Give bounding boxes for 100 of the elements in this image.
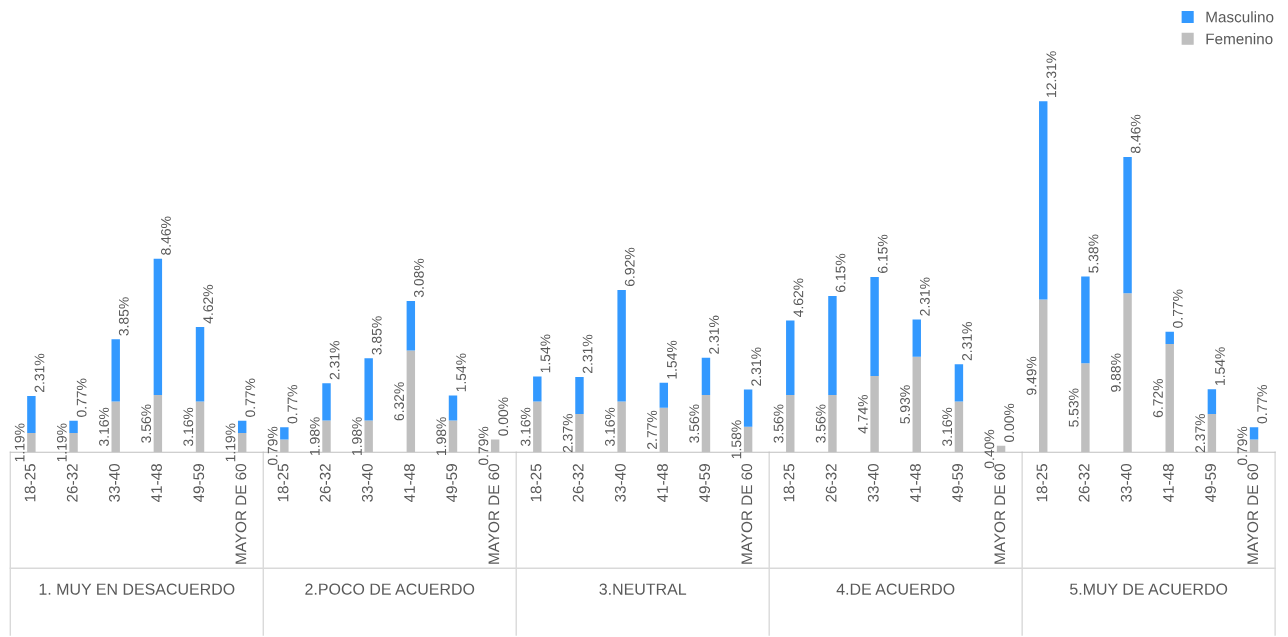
data-label: 2.31% — [709, 315, 719, 354]
text: 1. MUY EN DESACUERDO — [39, 583, 235, 595]
data-label: 4.62% — [793, 278, 804, 317]
data-label: 3.85% — [118, 297, 129, 336]
data-label: 4.62% — [203, 284, 214, 324]
bar — [912, 319, 921, 357]
data-label: 1.58% — [731, 420, 742, 459]
x-tick-label: 33-40 — [614, 463, 626, 502]
data-label: 2.37% — [1195, 413, 1206, 453]
bar — [743, 389, 753, 427]
x-tick-label: MAYOR DE 60 — [741, 463, 753, 564]
bar — [27, 395, 36, 434]
x-tick-label: 49-59 — [193, 464, 205, 503]
data-label: 0.79% — [478, 426, 489, 466]
x-tick-label: MAYOR DE 60 — [994, 463, 1006, 564]
data-label: 0.79% — [267, 426, 278, 466]
data-label: 0.77% — [76, 378, 87, 417]
x-tick-label: 49-59 — [952, 464, 964, 503]
bar — [1249, 427, 1259, 440]
legend-label: Masculino — [1206, 11, 1274, 23]
data-label: 1.54% — [1215, 347, 1225, 386]
data-label: 9.49% — [1026, 356, 1037, 395]
x-tick-label: 18-25 — [783, 464, 795, 502]
text: 4.DE ACUERDO — [836, 583, 955, 595]
bar — [954, 364, 964, 402]
bar — [364, 358, 373, 421]
bar — [870, 276, 879, 376]
x-tick-label: 18-25 — [277, 464, 289, 502]
data-label: 3.16% — [183, 407, 194, 446]
x-tick-label: 41-48 — [151, 464, 162, 503]
bar — [69, 420, 78, 434]
bar — [448, 395, 458, 421]
bar — [1039, 101, 1048, 300]
data-label: 3.56% — [141, 404, 152, 443]
x-tick-label: 26-32 — [825, 464, 837, 502]
data-label: 1.98% — [352, 417, 362, 455]
x-tick-label: 18-25 — [1036, 464, 1048, 502]
data-label: 2.31% — [582, 334, 593, 373]
bar — [828, 295, 837, 395]
x-tick-label: 26-32 — [319, 464, 331, 502]
bar — [659, 382, 669, 408]
data-label: 5.53% — [1068, 388, 1079, 427]
data-label: 1.19% — [14, 423, 25, 462]
x-tick-label: 33-40 — [361, 463, 373, 502]
bar — [111, 339, 120, 402]
data-label: 3.16% — [520, 407, 531, 446]
data-label: 1.54% — [540, 334, 551, 373]
x-tick-label: 26-32 — [572, 464, 584, 502]
x-tick-label: MAYOR DE 60 — [488, 463, 500, 564]
data-label: 6.72% — [1153, 378, 1163, 418]
text: 3.NEUTRAL — [599, 583, 687, 595]
data-label: 0.77% — [287, 385, 298, 424]
data-label: 2.31% — [34, 353, 45, 392]
bar — [1123, 156, 1132, 294]
text: 2.POCO DE ACUERDO — [305, 583, 475, 595]
data-label: 6.15% — [835, 253, 846, 292]
data-label: 2.31% — [751, 347, 762, 386]
data-label: 1.98% — [436, 417, 447, 455]
bar — [1207, 389, 1217, 415]
bar — [195, 326, 205, 402]
data-label: 2.31% — [329, 341, 340, 380]
text: 5.MUY DE ACUERDO — [1069, 583, 1228, 595]
data-label: 4.74% — [858, 394, 868, 434]
data-label: 3.08% — [414, 258, 424, 298]
x-tick-label: 41-48 — [657, 464, 668, 503]
data-label: 0.00% — [1004, 403, 1015, 443]
data-label: 1.19% — [56, 423, 67, 462]
x-tick-label: 18-25 — [530, 464, 542, 502]
x-tick-label: 18-25 — [24, 464, 36, 502]
x-tick-label: 33-40 — [867, 463, 879, 502]
data-label: 8.46% — [1130, 114, 1141, 154]
data-label: 3.16% — [604, 407, 615, 446]
data-label: 5.38% — [1088, 234, 1099, 273]
x-tick-label: 41-48 — [910, 464, 921, 503]
bar — [701, 357, 711, 395]
data-label: 3.56% — [773, 404, 784, 443]
data-label: 9.88% — [1110, 353, 1121, 392]
data-label: 1.54% — [456, 353, 466, 392]
bar — [1081, 276, 1090, 364]
bar — [280, 427, 289, 440]
bar — [406, 300, 416, 351]
data-label: 12.31% — [1046, 51, 1057, 97]
bar — [533, 376, 542, 402]
bar — [153, 258, 163, 395]
x-tick-label: 49-59 — [1205, 464, 1216, 503]
data-label: 2.31% — [919, 277, 930, 316]
x-tick-label: 41-48 — [1163, 464, 1174, 503]
bar — [786, 320, 795, 395]
data-label: 2.31% — [962, 322, 972, 361]
x-tick-label: 49-59 — [699, 464, 711, 503]
data-label: 0.77% — [1172, 289, 1183, 328]
data-label: 2.37% — [562, 413, 573, 453]
data-label: 3.56% — [689, 404, 700, 443]
data-label: 8.46% — [161, 216, 171, 255]
legend-label: Femenino — [1206, 33, 1273, 45]
data-label: 0.00% — [498, 397, 509, 436]
x-tick-label: 41-48 — [404, 464, 415, 503]
bar — [575, 376, 584, 415]
data-label: 3.85% — [371, 316, 382, 355]
data-label: 0.77% — [245, 378, 256, 417]
